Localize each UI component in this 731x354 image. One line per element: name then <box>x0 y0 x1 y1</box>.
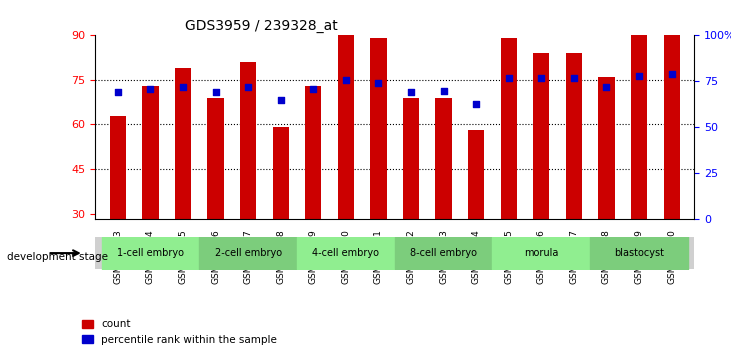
Text: blastocyst: blastocyst <box>614 248 664 258</box>
Text: 2-cell embryo: 2-cell embryo <box>215 248 281 258</box>
Bar <box>110 115 126 219</box>
Bar <box>436 98 452 219</box>
Text: 4-cell embryo: 4-cell embryo <box>312 248 379 258</box>
Point <box>373 80 385 86</box>
Point <box>145 86 156 92</box>
Bar <box>631 0 647 219</box>
Bar <box>208 98 224 219</box>
Bar <box>533 53 550 219</box>
Point <box>177 84 189 90</box>
Point <box>242 84 254 90</box>
Point <box>308 86 319 92</box>
Point <box>503 75 515 81</box>
Bar <box>468 130 485 219</box>
Bar <box>403 98 419 219</box>
Point <box>633 73 645 79</box>
Point <box>568 75 580 81</box>
Text: 1-cell embryo: 1-cell embryo <box>117 248 184 258</box>
Bar <box>143 86 159 219</box>
Point <box>405 90 417 95</box>
Point <box>666 71 678 77</box>
Text: morula: morula <box>524 248 558 258</box>
Bar <box>501 38 517 219</box>
Text: 8-cell embryo: 8-cell embryo <box>410 248 477 258</box>
Point <box>210 90 221 95</box>
Bar <box>371 38 387 219</box>
Bar <box>338 0 354 219</box>
Point <box>438 88 450 93</box>
Legend: count, percentile rank within the sample: count, percentile rank within the sample <box>78 315 281 349</box>
Point <box>275 97 287 103</box>
Text: development stage: development stage <box>7 252 108 262</box>
Text: GDS3959 / 239328_at: GDS3959 / 239328_at <box>185 19 338 33</box>
Bar <box>599 77 615 219</box>
Point <box>112 90 124 95</box>
Point <box>340 77 352 82</box>
Bar <box>273 127 289 219</box>
Bar <box>175 68 191 219</box>
Bar <box>566 53 582 219</box>
Bar <box>305 86 322 219</box>
Bar <box>240 62 257 219</box>
Point <box>470 101 482 106</box>
Point <box>536 75 548 81</box>
Bar <box>664 0 680 219</box>
Point <box>601 84 613 90</box>
